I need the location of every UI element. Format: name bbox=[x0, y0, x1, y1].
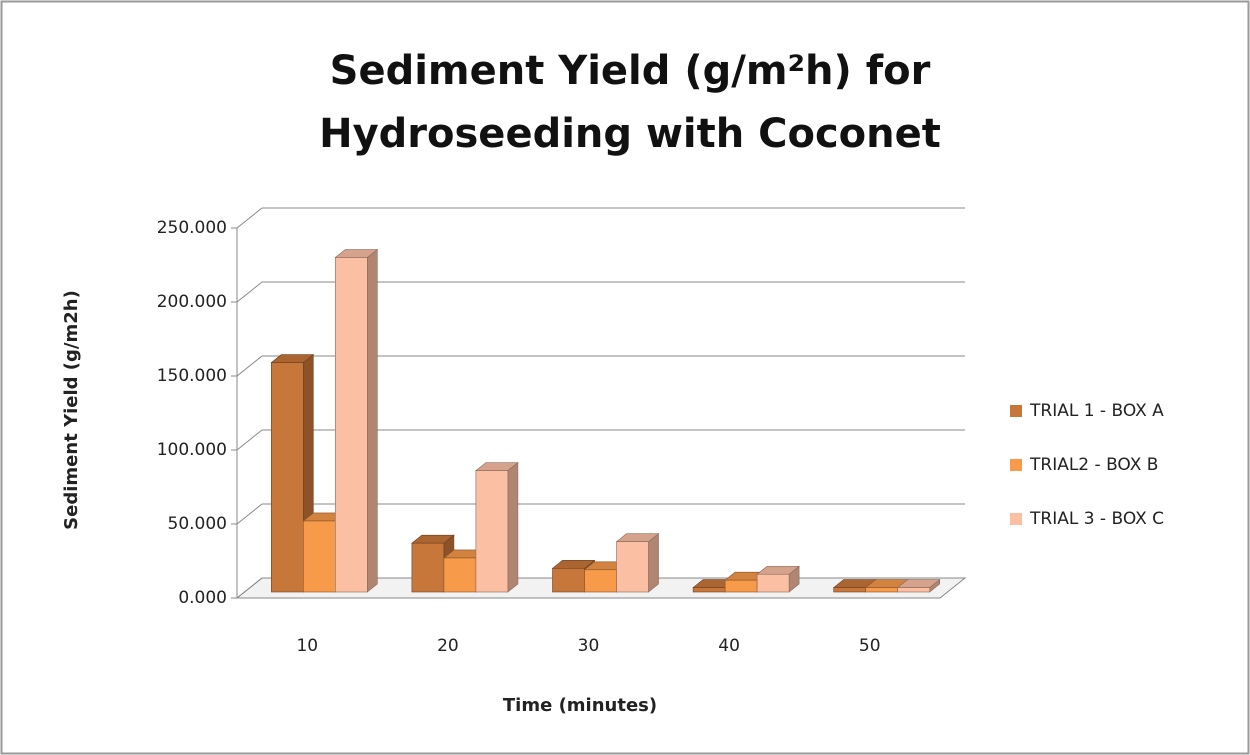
legend-swatch bbox=[1010, 405, 1022, 417]
grid-line bbox=[236, 577, 263, 599]
y-axis-label: Sediment Yield (g/m2h) bbox=[61, 290, 82, 530]
bar-side bbox=[507, 462, 519, 593]
y-tick-label: 100.000 bbox=[157, 440, 227, 460]
y-tick-label: 200.000 bbox=[157, 292, 227, 312]
bar bbox=[756, 573, 790, 593]
legend-label: TRIAL2 - BOX B bbox=[1029, 455, 1158, 475]
x-tick-label: 50 bbox=[859, 636, 881, 656]
chart-title: Sediment Yield (g/m²h) for Hydroseeding … bbox=[319, 48, 941, 157]
x-axis-label: Time (minutes) bbox=[503, 695, 657, 716]
x-tick-label: 40 bbox=[718, 636, 740, 656]
bar-side bbox=[366, 248, 378, 593]
legend-swatch bbox=[1010, 513, 1022, 525]
legend-label: TRIAL 3 - BOX C bbox=[1029, 509, 1164, 529]
y-tick-label: 150.000 bbox=[157, 366, 227, 386]
x-tick-label: 30 bbox=[578, 636, 600, 656]
bar bbox=[724, 579, 758, 593]
y-tick-label: 250.000 bbox=[157, 218, 227, 238]
legend-label: TRIAL 1 - BOX A bbox=[1029, 401, 1164, 421]
y-tick-label: 0.000 bbox=[178, 588, 227, 608]
bar bbox=[270, 362, 304, 593]
grid-line bbox=[236, 503, 263, 525]
grid-line bbox=[236, 207, 263, 229]
bar bbox=[833, 587, 867, 593]
bar bbox=[897, 587, 931, 593]
bar bbox=[865, 587, 899, 593]
bar bbox=[584, 569, 617, 593]
bar bbox=[334, 257, 368, 593]
bar bbox=[475, 470, 509, 593]
legend-swatch bbox=[1010, 459, 1022, 471]
y-tick-label: 50.000 bbox=[168, 514, 227, 534]
grid-line bbox=[236, 281, 263, 303]
bar bbox=[616, 541, 649, 593]
bar bbox=[552, 568, 585, 593]
grid-line bbox=[236, 429, 263, 451]
bar-side bbox=[648, 533, 659, 593]
bar bbox=[302, 520, 336, 593]
x-tick-label: 20 bbox=[437, 636, 459, 656]
bar bbox=[692, 587, 726, 593]
grid-line bbox=[236, 355, 263, 377]
bar bbox=[411, 542, 445, 593]
x-tick-label: 10 bbox=[296, 636, 318, 656]
bar bbox=[443, 557, 477, 593]
